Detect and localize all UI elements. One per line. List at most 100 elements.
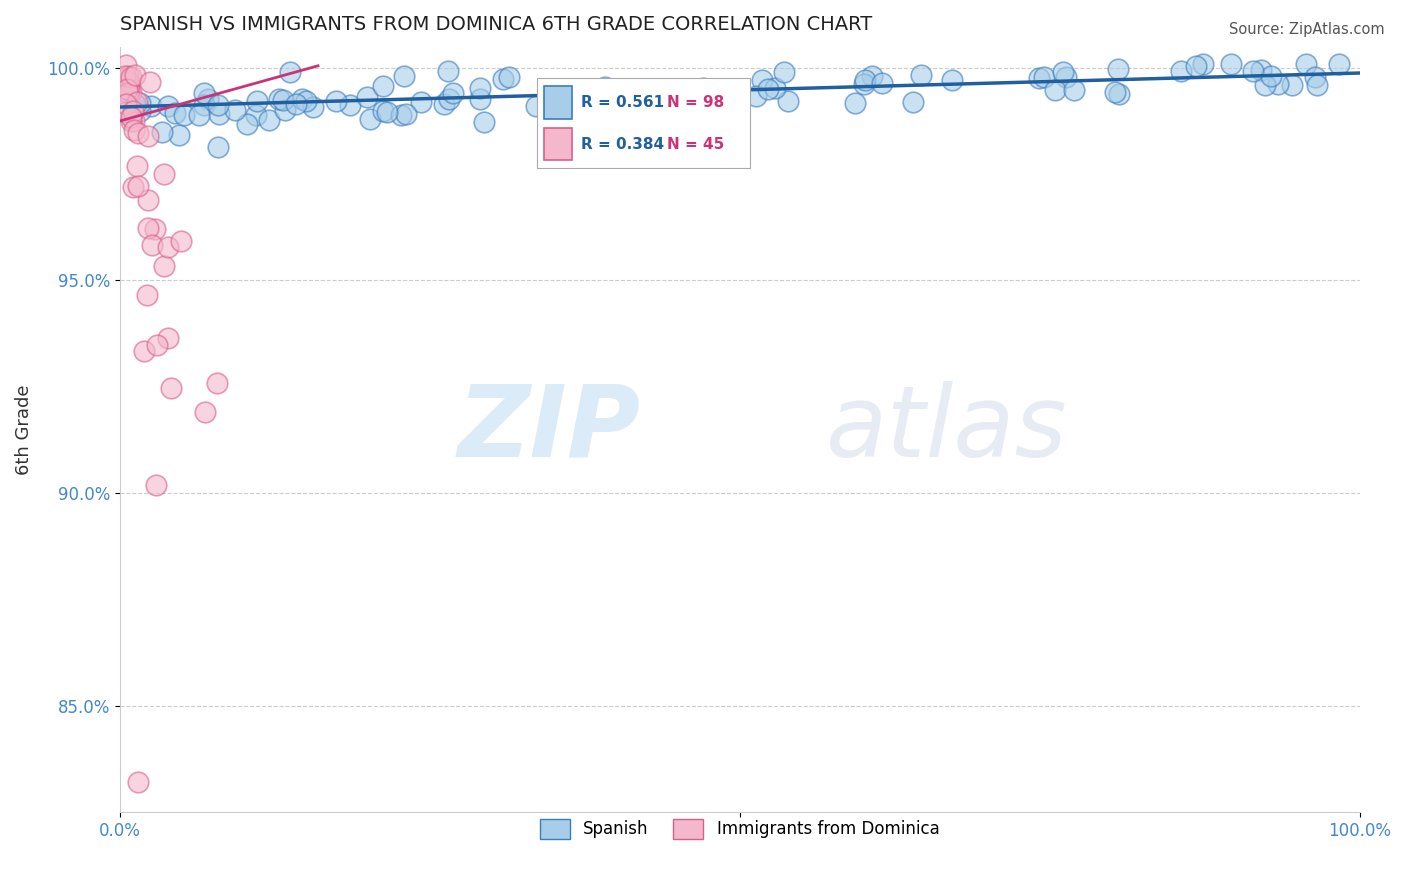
Point <box>138 221 160 235</box>
Point <box>772 65 794 79</box>
Point <box>271 93 294 107</box>
Point <box>153 259 176 273</box>
Legend: Spanish, Immigrants from Dominica: Spanish, Immigrants from Dominica <box>533 812 946 846</box>
Point <box>339 97 361 112</box>
Point <box>114 69 136 83</box>
Point <box>167 128 190 142</box>
Point <box>1043 83 1066 97</box>
Point <box>120 70 142 84</box>
Point <box>441 86 464 100</box>
Point <box>278 65 301 79</box>
Point <box>437 92 460 106</box>
Point <box>1306 78 1329 92</box>
Point <box>127 775 149 789</box>
Point <box>291 92 314 106</box>
Point <box>124 68 146 82</box>
Point <box>373 103 395 118</box>
Point <box>1303 70 1326 84</box>
Point <box>115 57 138 71</box>
Point <box>756 81 779 95</box>
Point <box>207 376 229 391</box>
Point <box>1104 85 1126 99</box>
Point <box>284 96 307 111</box>
Point <box>1184 60 1206 74</box>
Point <box>145 477 167 491</box>
Point <box>411 95 433 109</box>
Point <box>145 338 167 352</box>
Text: SPANISH VS IMMIGRANTS FROM DOMINICA 6TH GRADE CORRELATION CHART: SPANISH VS IMMIGRANTS FROM DOMINICA 6TH … <box>120 15 872 34</box>
Point <box>436 63 458 78</box>
Point <box>778 95 800 109</box>
Point <box>120 113 142 128</box>
Point <box>197 92 219 106</box>
Point <box>117 86 139 100</box>
Point <box>160 381 183 395</box>
Point <box>1267 77 1289 91</box>
Point <box>187 108 209 122</box>
Point <box>114 71 136 86</box>
Point <box>644 97 666 112</box>
Point <box>392 69 415 83</box>
Point <box>1192 56 1215 70</box>
Point <box>862 69 884 83</box>
Point <box>193 87 215 101</box>
Point <box>128 103 150 118</box>
Point <box>593 79 616 94</box>
Point <box>901 95 924 109</box>
Point <box>124 96 146 111</box>
Text: Source: ZipAtlas.com: Source: ZipAtlas.com <box>1229 22 1385 37</box>
Point <box>125 159 148 173</box>
Point <box>468 80 491 95</box>
Point <box>143 222 166 236</box>
Point <box>844 95 866 110</box>
Point <box>207 98 229 112</box>
Point <box>235 117 257 131</box>
Point <box>115 82 138 96</box>
Point <box>157 240 180 254</box>
Point <box>127 178 149 193</box>
Point <box>371 78 394 93</box>
Point <box>173 108 195 122</box>
Point <box>1327 56 1350 70</box>
Point <box>122 122 145 136</box>
Point <box>118 82 141 96</box>
Point <box>1295 56 1317 70</box>
Point <box>524 99 547 113</box>
Point <box>135 288 157 302</box>
Point <box>616 106 638 120</box>
Point <box>246 94 269 108</box>
Point <box>692 81 714 95</box>
Point <box>1028 71 1050 86</box>
Point <box>115 97 138 112</box>
Point <box>356 90 378 104</box>
Point <box>492 72 515 87</box>
Point <box>207 140 229 154</box>
Y-axis label: 6th Grade: 6th Grade <box>15 384 32 475</box>
Point <box>941 73 963 87</box>
Point <box>1281 78 1303 92</box>
Point <box>1052 65 1074 79</box>
Point <box>118 76 141 90</box>
Point <box>395 106 418 120</box>
Point <box>1170 64 1192 78</box>
Point <box>117 70 139 84</box>
Point <box>1054 70 1077 84</box>
Point <box>267 91 290 105</box>
Point <box>120 85 142 99</box>
Point <box>150 125 173 139</box>
Point <box>1108 87 1130 102</box>
Point <box>157 99 180 113</box>
Point <box>627 83 650 97</box>
Point <box>910 68 932 82</box>
Point <box>274 103 297 118</box>
Point <box>1033 70 1056 84</box>
Point <box>853 73 876 87</box>
Point <box>853 77 876 91</box>
Point <box>117 75 139 89</box>
Point <box>470 92 492 106</box>
Point <box>389 108 412 122</box>
Point <box>1220 56 1243 70</box>
Point <box>121 179 143 194</box>
Point <box>433 97 456 112</box>
Point <box>582 105 605 120</box>
